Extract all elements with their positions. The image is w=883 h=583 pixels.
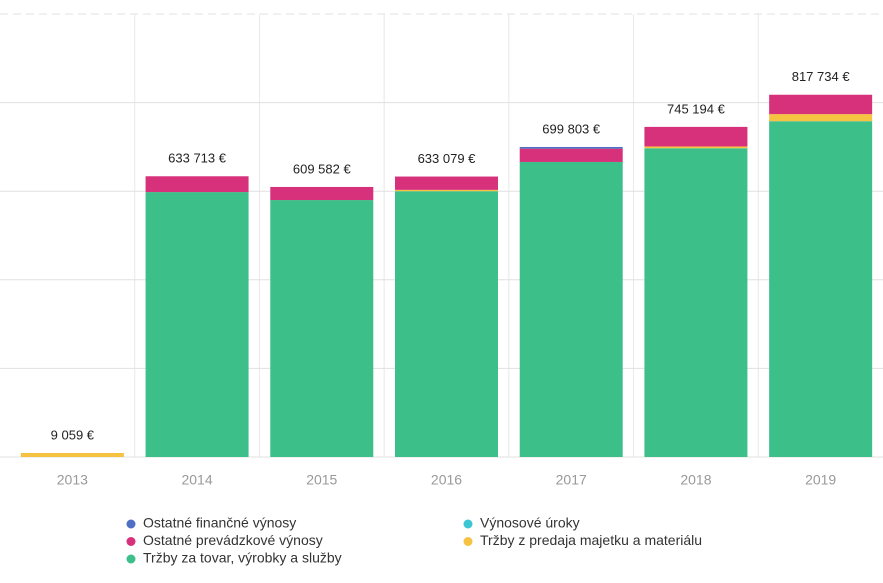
x-tick-label: 2014 xyxy=(181,472,212,488)
legend-label: Tržby za tovar, výrobky a služby xyxy=(143,550,342,566)
x-tick-label: 2013 xyxy=(57,472,88,488)
bar-segment xyxy=(270,200,374,457)
x-tick-label: 2019 xyxy=(805,472,836,488)
x-tick-label: 2015 xyxy=(306,472,337,488)
bar-segment xyxy=(769,121,873,458)
bar-segment xyxy=(519,161,623,457)
legend-marker xyxy=(126,554,136,564)
bar-segment xyxy=(145,176,249,193)
legend-marker xyxy=(463,519,473,529)
legend-label: Výnosové úroky xyxy=(480,515,580,531)
bar-segment xyxy=(519,148,623,162)
legend-label: Tržby z predaja majetku a materiálu xyxy=(480,532,702,548)
total-label: 633 079 € xyxy=(418,151,477,166)
total-label: 699 803 € xyxy=(542,121,601,136)
x-tick-label: 2017 xyxy=(556,472,587,488)
legend-marker xyxy=(126,537,136,546)
total-label: 745 194 € xyxy=(667,101,726,116)
legend-marker xyxy=(126,519,136,529)
total-label: 9 059 € xyxy=(51,427,95,442)
bar-segment xyxy=(769,114,873,122)
bar-segment xyxy=(145,192,249,457)
bar-segment xyxy=(20,452,124,457)
legend-label: Ostatné prevádzkové výnosy xyxy=(143,532,323,548)
bar-segment xyxy=(270,186,374,201)
bar-segment xyxy=(395,191,498,457)
bar-segment xyxy=(644,148,748,457)
x-tick-label: 2018 xyxy=(680,472,711,488)
x-tick-label: 2016 xyxy=(431,472,462,488)
bar-segment xyxy=(519,146,623,149)
bar-segment xyxy=(395,189,498,192)
bar-segment xyxy=(395,176,498,190)
legend-marker xyxy=(463,537,473,546)
total-label: 817 734 € xyxy=(792,69,851,84)
bar-segment xyxy=(644,146,748,149)
bar-segment xyxy=(769,94,873,115)
bar-segment xyxy=(644,126,748,147)
total-label: 609 582 € xyxy=(293,161,352,176)
legend-label: Ostatné finančné výnosy xyxy=(143,515,296,531)
total-label: 633 713 € xyxy=(168,151,227,166)
